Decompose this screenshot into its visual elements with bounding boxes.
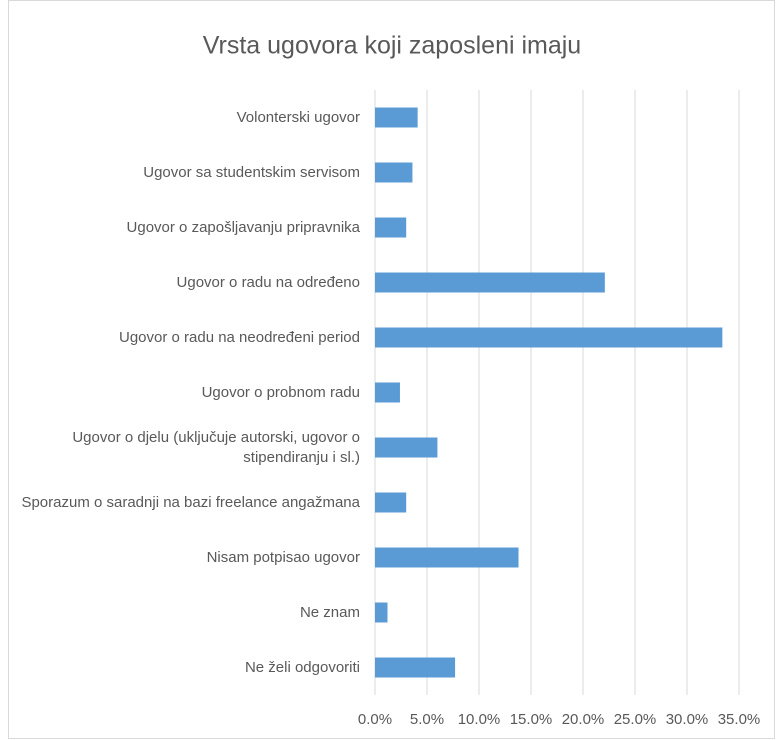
x-tick-label: 15.0% [510, 711, 553, 728]
bar [375, 437, 438, 458]
bar [375, 602, 388, 623]
bar [375, 382, 400, 403]
chart-title: Vrsta ugovora koji zaposleni imaju [203, 32, 581, 60]
chart-frame [8, 0, 775, 739]
x-tick-label: 0.0% [358, 711, 392, 728]
bar [375, 657, 456, 678]
x-tick-label: 25.0% [614, 711, 657, 728]
y-tick-label: Ugovor sa studentskim servisom [143, 163, 360, 181]
y-tick-label: Volonterski ugovor [236, 108, 360, 126]
y-tick-label: Ne želi odgovoriti [244, 658, 360, 676]
bar [375, 162, 413, 183]
bar [375, 272, 605, 293]
y-tick-label: Nisam potpisao ugovor [206, 548, 360, 566]
bar [375, 327, 723, 348]
y-tick-label: Ugovor o djelu (uključuje autorski, ugov… [72, 428, 360, 466]
x-tick-label: 30.0% [666, 711, 709, 728]
x-tick-label: 20.0% [562, 711, 605, 728]
x-tick-label: 35.0% [718, 711, 761, 728]
x-tick-label: 5.0% [410, 711, 444, 728]
y-tick-label: Sporazum o saradnji na bazi freelance an… [21, 493, 360, 511]
y-tick-label: Ne znam [299, 603, 360, 621]
y-tick-label: Ugovor o probnom radu [201, 383, 360, 401]
y-tick-label: Ugovor o radu na određeno [176, 273, 360, 291]
x-tick-label: 10.0% [458, 711, 501, 728]
y-tick-label: Ugovor o zapošljavanju pripravnika [126, 218, 360, 236]
y-tick-label: Ugovor o radu na neodređeni period [118, 328, 360, 346]
bar [375, 107, 418, 128]
bar [375, 547, 519, 568]
bar [375, 492, 407, 513]
bar [375, 217, 407, 238]
